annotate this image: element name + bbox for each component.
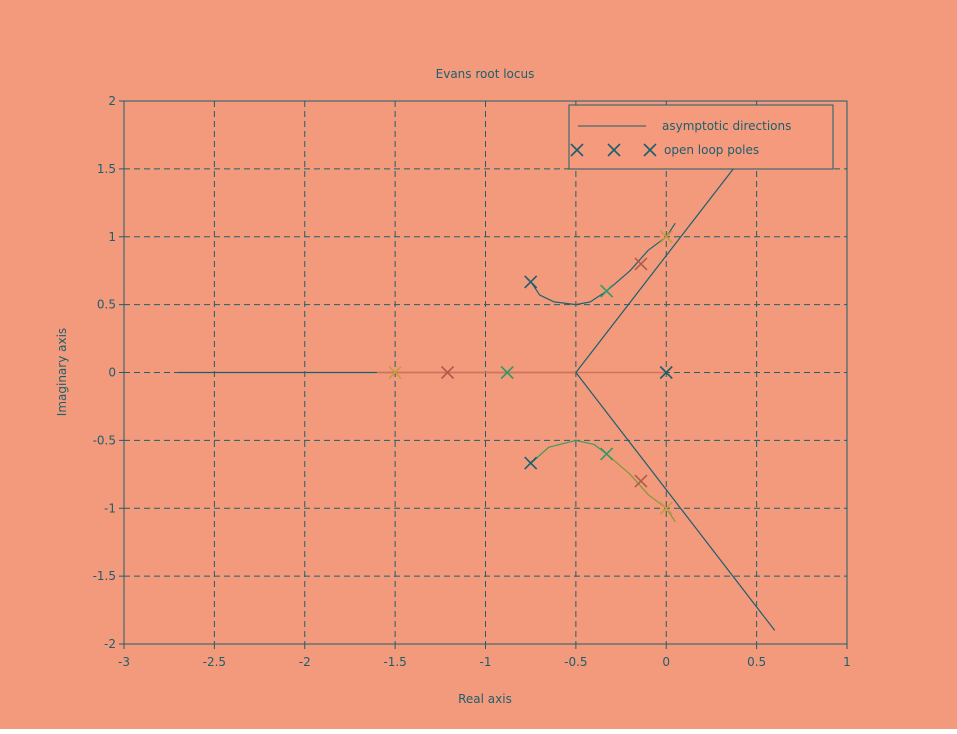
asymptote-line-1	[575, 161, 739, 373]
locus-marker	[634, 474, 648, 488]
x-axis-label: Real axis	[458, 692, 512, 706]
y-tick-label: -2	[104, 637, 116, 651]
locus-marker	[524, 456, 538, 470]
locus-marker	[600, 284, 614, 298]
x-tick-label: 1	[843, 655, 851, 669]
cross-stroke	[643, 143, 657, 157]
cross-stroke	[524, 275, 538, 289]
x-tick-label: 0	[662, 655, 670, 669]
locus-marker	[524, 275, 538, 289]
legend-label-asymptotic: asymptotic directions	[662, 119, 791, 133]
legend-cross-marker	[607, 143, 621, 157]
legend-cross-marker	[643, 143, 657, 157]
legend: asymptotic directions open loop poles	[568, 104, 834, 170]
locus-branch-1	[530, 281, 607, 306]
cross-stroke	[500, 365, 514, 380]
y-tick-label: 1	[108, 230, 116, 244]
cross-stroke	[607, 143, 621, 157]
x-tick-label: -3	[118, 655, 130, 669]
locus-marker	[600, 447, 614, 461]
asymptote-line-2	[575, 372, 776, 631]
legend-box	[568, 104, 834, 170]
x-tick-label: -2	[299, 655, 311, 669]
legend-cross-marker	[570, 143, 584, 157]
locus-marker	[659, 365, 673, 380]
y-tick-label: -1.5	[93, 569, 116, 583]
y-tick-label: 0.5	[97, 298, 116, 312]
y-tick-label: -0.5	[93, 433, 116, 447]
y-tick-label: 1.5	[97, 162, 116, 176]
cross-stroke	[659, 230, 673, 244]
locus-branch-3	[530, 439, 607, 464]
markers	[388, 230, 673, 515]
locus-marker	[440, 365, 455, 380]
cross-stroke	[570, 143, 584, 157]
x-tick-label: -1	[480, 655, 492, 669]
cross-stroke	[659, 365, 673, 380]
cross-stroke	[388, 365, 402, 380]
legend-label-poles: open loop poles	[664, 143, 759, 157]
locus-marker	[634, 257, 648, 271]
y-tick-label: 0	[108, 366, 116, 380]
ticks: -3 -2.5 -2 -1.5 -1 -0.5 0 0.5 1 2 1.5 1 0.5 0 -0.5 -1 -1…	[93, 94, 851, 669]
locus-marker	[659, 230, 673, 244]
cross-stroke	[600, 447, 614, 461]
chart-title: Evans root locus	[436, 67, 535, 81]
cross-stroke	[600, 284, 614, 298]
cross-stroke	[634, 257, 648, 271]
locus-branch-2	[606, 222, 676, 292]
y-axis-label: Imaginary axis	[55, 328, 69, 416]
locus-marker	[500, 365, 514, 380]
x-tick-label: -2.5	[203, 655, 226, 669]
cross-stroke	[634, 474, 648, 488]
cross-stroke	[524, 456, 538, 470]
curves	[178, 161, 776, 631]
y-tick-label: 2	[108, 94, 116, 108]
x-tick-label: -0.5	[564, 655, 587, 669]
cross-stroke	[440, 365, 455, 380]
cross-stroke	[659, 501, 673, 515]
x-tick-label: -1.5	[383, 655, 406, 669]
legend-pole-markers	[570, 143, 657, 157]
locus-branch-4	[606, 453, 676, 523]
locus-marker	[659, 501, 673, 515]
y-tick-label: -1	[104, 501, 116, 515]
x-tick-label: 0.5	[747, 655, 766, 669]
locus-marker	[388, 365, 402, 380]
